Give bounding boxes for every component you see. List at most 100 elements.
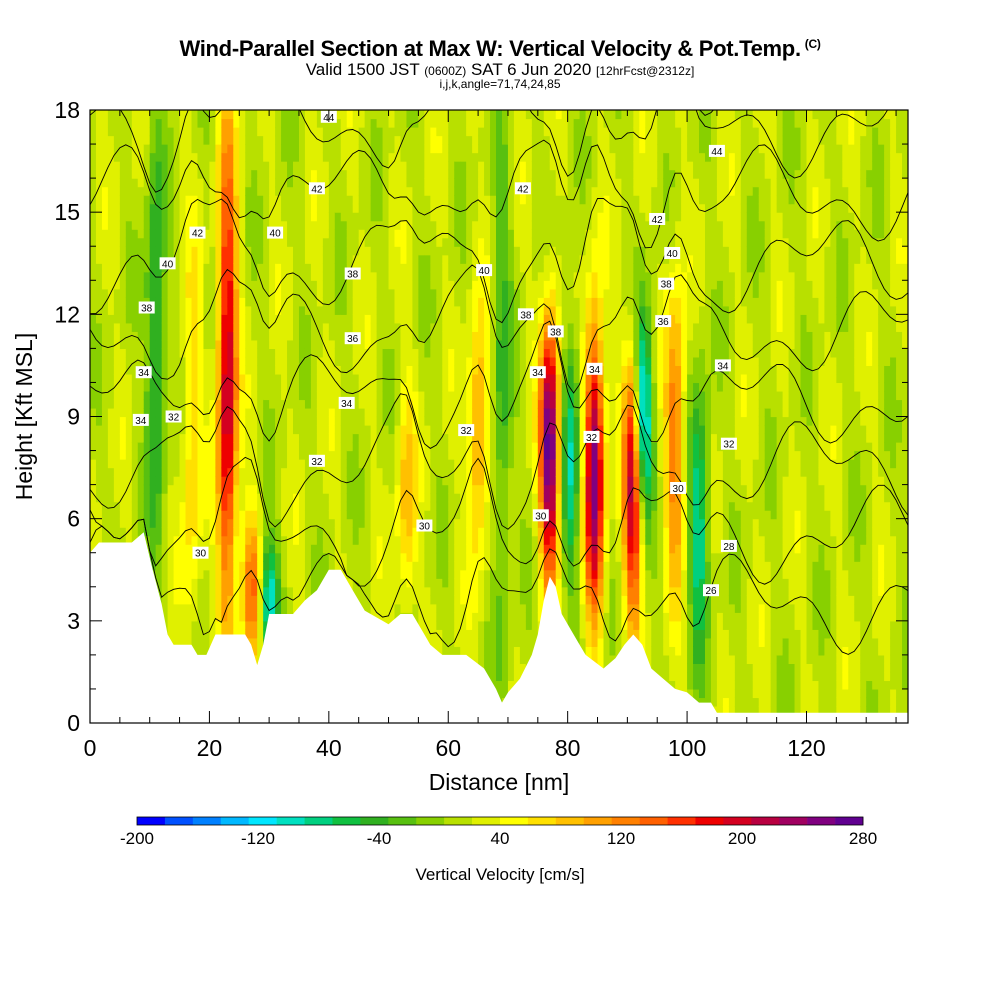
velocity-cell: [478, 212, 485, 222]
velocity-cell: [394, 433, 402, 443]
velocity-cell: [484, 373, 491, 384]
velocity-cell: [275, 186, 282, 196]
velocity-cell: [257, 331, 264, 341]
velocity-cell: [496, 501, 503, 511]
velocity-cell: [125, 501, 133, 511]
velocity-cell: [125, 365, 133, 375]
velocity-cell: [322, 220, 330, 230]
velocity-cell: [388, 127, 396, 137]
velocity-cell: [478, 595, 485, 605]
velocity-cell: [400, 459, 408, 469]
velocity-cell: [263, 322, 270, 332]
velocity-cell: [310, 135, 318, 145]
velocity-cell: [412, 254, 419, 264]
velocity-cell: [155, 484, 163, 494]
velocity-cell: [406, 195, 414, 205]
velocity-cell: [167, 476, 175, 486]
velocity-cell: [430, 399, 437, 409]
velocity-cell: [251, 399, 258, 409]
velocity-cell: [119, 493, 127, 503]
velocity-cell: [460, 459, 467, 469]
velocity-cell: [173, 331, 181, 341]
velocity-cell: [388, 314, 396, 324]
velocity-cell: [125, 407, 133, 418]
velocity-cell: [298, 195, 306, 205]
velocity-cell: [209, 476, 216, 486]
velocity-cell: [107, 493, 115, 503]
velocity-cell: [119, 356, 127, 367]
velocity-cell: [281, 195, 288, 205]
velocity-cell: [454, 195, 461, 205]
velocity-cell: [167, 212, 175, 222]
velocity-cell: [478, 161, 485, 171]
velocity-cell: [185, 501, 193, 511]
velocity-cell: [149, 390, 157, 401]
velocity-cell: [334, 390, 342, 401]
velocity-cell: [436, 399, 443, 409]
velocity-cell: [95, 459, 103, 469]
velocity-cell: [406, 552, 414, 562]
velocity-cell: [430, 373, 437, 384]
velocity-cell: [496, 220, 503, 230]
velocity-cell: [107, 118, 115, 128]
velocity-cell: [442, 271, 449, 281]
velocity-cell: [352, 348, 360, 358]
velocity-cell: [334, 331, 342, 341]
velocity-cell: [251, 425, 258, 435]
velocity-cell: [245, 127, 252, 137]
velocity-cell: [310, 288, 318, 298]
velocity-cell: [269, 271, 276, 281]
velocity-cell: [263, 178, 270, 188]
velocity-cell: [287, 314, 294, 324]
velocity-cell: [185, 382, 193, 392]
velocity-cell: [209, 178, 216, 188]
velocity-cell: [400, 195, 408, 205]
velocity-cell: [293, 416, 300, 426]
velocity-cell: [251, 484, 258, 494]
velocity-cell: [113, 195, 121, 205]
velocity-cell: [197, 152, 205, 162]
velocity-cell: [388, 356, 396, 367]
velocity-cell: [245, 110, 252, 120]
velocity-cell: [107, 254, 115, 264]
velocity-cell: [364, 356, 372, 367]
velocity-cell: [418, 399, 425, 409]
velocity-cell: [101, 263, 109, 273]
velocity-cell: [448, 220, 455, 230]
velocity-cell: [287, 288, 294, 298]
velocity-cell: [430, 544, 437, 554]
velocity-cell: [239, 569, 246, 579]
velocity-cell: [370, 280, 378, 290]
velocity-cell: [275, 161, 282, 171]
velocity-cell: [90, 382, 97, 392]
velocity-cell: [293, 510, 300, 520]
velocity-cell: [281, 220, 288, 230]
velocity-cell: [137, 484, 145, 494]
velocity-cell: [406, 229, 414, 239]
velocity-cell: [364, 459, 372, 469]
velocity-cell: [137, 399, 145, 409]
velocity-cell: [227, 544, 234, 554]
velocity-cell: [251, 501, 258, 511]
velocity-cell: [406, 433, 414, 443]
velocity-cell: [245, 433, 252, 443]
velocity-cell: [233, 288, 240, 298]
velocity-cell: [131, 297, 139, 307]
velocity-cell: [472, 646, 479, 656]
velocity-cell: [149, 288, 157, 298]
velocity-cell: [167, 586, 175, 596]
velocity-cell: [358, 586, 366, 596]
velocity-cell: [340, 407, 348, 418]
velocity-cell: [101, 365, 109, 375]
velocity-cell: [400, 152, 408, 162]
velocity-cell: [496, 433, 503, 443]
velocity-cell: [173, 425, 181, 435]
velocity-cell: [149, 348, 157, 358]
velocity-cell: [316, 382, 324, 392]
velocity-cell: [191, 186, 199, 196]
velocity-cell: [376, 390, 384, 401]
velocity-cell: [251, 186, 258, 196]
velocity-cell: [466, 110, 473, 120]
velocity-cell: [424, 152, 431, 162]
velocity-cell: [418, 595, 425, 605]
